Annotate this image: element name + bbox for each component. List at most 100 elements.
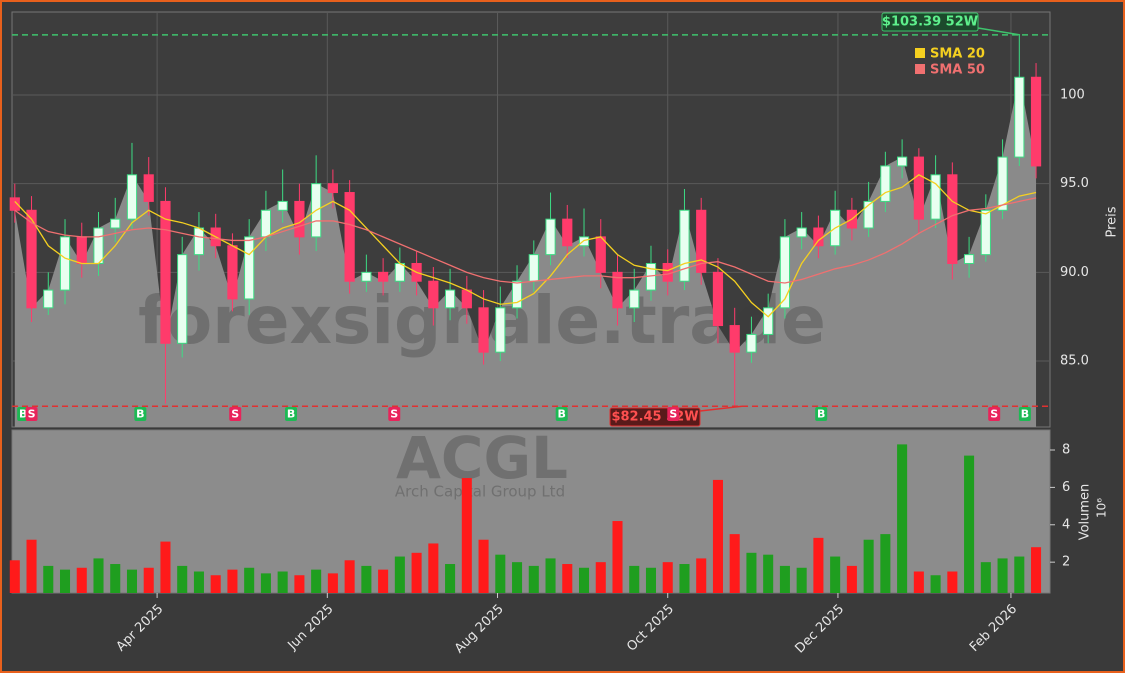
volume-bar bbox=[93, 558, 104, 593]
volume-bar bbox=[612, 521, 623, 593]
candle-body bbox=[930, 174, 941, 220]
candle-body bbox=[378, 271, 389, 282]
candle-body bbox=[260, 209, 272, 238]
volume-bar bbox=[43, 565, 54, 593]
candle-body bbox=[495, 307, 506, 353]
candle-body bbox=[696, 209, 707, 273]
price-area bbox=[14, 77, 1037, 427]
signal-marker bbox=[815, 407, 828, 421]
volume-bar bbox=[1031, 547, 1042, 593]
signal-marker bbox=[25, 407, 38, 421]
volume-bar bbox=[311, 569, 322, 593]
candle-body bbox=[110, 218, 121, 229]
candle-body bbox=[729, 325, 740, 353]
signal-label: B bbox=[136, 408, 144, 421]
signal-marker bbox=[134, 407, 147, 421]
candle-body bbox=[361, 271, 372, 282]
candle-body bbox=[595, 236, 606, 273]
volume-bar bbox=[411, 552, 422, 593]
volume-bar bbox=[595, 562, 606, 593]
y-axis-label: Preis bbox=[1105, 206, 1120, 237]
volume-bar bbox=[428, 543, 439, 593]
volume-bar bbox=[9, 560, 20, 593]
volume-bar bbox=[712, 479, 723, 593]
candle-body bbox=[193, 227, 205, 256]
volume-bar bbox=[210, 575, 221, 593]
volume-bar bbox=[1014, 556, 1025, 593]
volume-bar bbox=[394, 556, 405, 593]
candle-body bbox=[880, 165, 891, 202]
candle-body bbox=[813, 227, 824, 247]
volume-bar bbox=[110, 564, 121, 593]
volume-bar bbox=[980, 562, 991, 593]
volume-tick-label: 4 bbox=[1062, 517, 1070, 532]
candle-body bbox=[963, 254, 975, 264]
candle-body bbox=[578, 236, 590, 247]
volume-bar bbox=[729, 534, 740, 593]
volume-bar bbox=[277, 571, 288, 593]
candle-body bbox=[126, 174, 138, 220]
signal-marker bbox=[988, 407, 1001, 421]
candle-body bbox=[997, 156, 1008, 211]
company-watermark: Arch Capital Group Ltd bbox=[395, 483, 565, 501]
volume-bar bbox=[512, 562, 523, 593]
candle-body bbox=[562, 218, 573, 247]
signal-label: S bbox=[28, 408, 36, 421]
volume-bar bbox=[746, 552, 757, 593]
candle-body bbox=[796, 227, 807, 238]
candle-body bbox=[528, 254, 539, 282]
volume-bar bbox=[260, 573, 271, 593]
volume-bar bbox=[645, 567, 657, 593]
volume-bar bbox=[696, 558, 707, 593]
signal-marker bbox=[667, 407, 680, 421]
candle-body bbox=[679, 209, 690, 282]
volume-bar bbox=[361, 565, 372, 593]
candle-body bbox=[746, 333, 757, 353]
low-52w-label: $82.45 52W bbox=[611, 410, 698, 425]
candle-body bbox=[277, 200, 288, 211]
volume-bar bbox=[863, 539, 874, 593]
legend-swatch bbox=[915, 64, 925, 74]
arrow bbox=[977, 27, 1021, 36]
volume-bar bbox=[964, 455, 975, 593]
volume-bar bbox=[830, 556, 841, 593]
volume-tick-label: 8 bbox=[1062, 443, 1070, 458]
y-tick-label: 100 bbox=[1060, 88, 1085, 103]
legend-label: SMA 50 bbox=[930, 63, 985, 78]
volume-bar bbox=[528, 565, 539, 593]
signal-label: B bbox=[1021, 408, 1029, 421]
candle-body bbox=[76, 236, 87, 264]
arrow bbox=[699, 405, 743, 412]
volume-tick-label: 2 bbox=[1062, 555, 1070, 570]
signal-marker bbox=[1018, 407, 1031, 421]
signal-marker bbox=[229, 407, 242, 421]
candle-body bbox=[227, 245, 238, 300]
signal-marker bbox=[388, 407, 401, 421]
volume-bar bbox=[880, 534, 891, 593]
high-52w-label: $103.39 52W bbox=[882, 15, 978, 30]
volume-unit: 10⁶ bbox=[1095, 498, 1109, 518]
volume-bar bbox=[59, 569, 71, 593]
candle-body bbox=[428, 280, 439, 309]
volume-bar bbox=[344, 560, 355, 593]
y-tick-label: 90.0 bbox=[1060, 265, 1089, 280]
signal-label: B bbox=[817, 408, 825, 421]
volume-bar bbox=[796, 567, 807, 593]
volume-bar bbox=[913, 571, 924, 593]
candle-body bbox=[177, 254, 188, 344]
signal-label: S bbox=[669, 408, 677, 421]
volume-bar bbox=[76, 567, 87, 593]
volume-tick-label: 6 bbox=[1062, 480, 1070, 495]
sma-line bbox=[14, 174, 1037, 318]
candle-body bbox=[327, 183, 338, 194]
volume-axis-label: Volumen bbox=[1078, 484, 1093, 541]
candle-body bbox=[344, 192, 355, 282]
legend-label: SMA 20 bbox=[930, 47, 985, 62]
volume-bar bbox=[445, 564, 456, 593]
volume-bar bbox=[227, 569, 238, 593]
sma-line bbox=[14, 197, 1037, 284]
candle-body bbox=[394, 262, 405, 282]
candle-body bbox=[763, 307, 774, 335]
volume-bar bbox=[763, 554, 774, 593]
